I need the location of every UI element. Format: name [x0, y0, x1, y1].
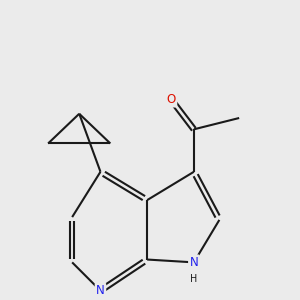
Text: H: H [190, 274, 197, 284]
Text: N: N [190, 256, 198, 269]
Text: N: N [96, 284, 105, 297]
Text: O: O [167, 93, 176, 106]
